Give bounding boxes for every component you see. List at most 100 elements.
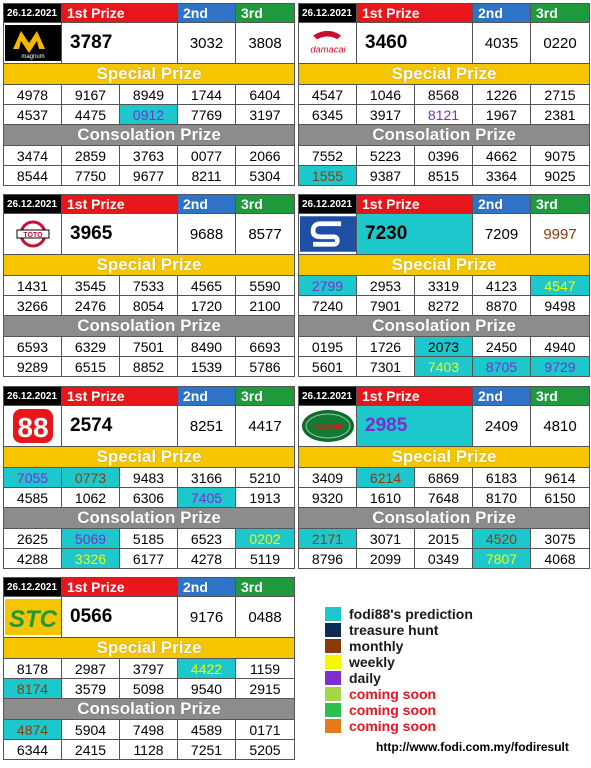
special-prize-number: 9614 — [530, 467, 590, 488]
sabah88-logo: 88 — [3, 405, 62, 447]
special-prize-number: 6404 — [235, 84, 295, 105]
consolation-prize-number: 4288 — [3, 548, 62, 569]
special-prize-number: 4422 — [177, 658, 236, 679]
special-prize-number: 7648 — [414, 487, 473, 508]
cashsweep-logo: CASH — [298, 405, 357, 447]
special-prize-number: 8121 — [414, 104, 473, 125]
result-table: 26.12.2021 1st Prize 2nd 3rd damacai 3460 4035… — [298, 3, 590, 186]
result-table: 26.12.2021 1st Prize 2nd 3rd 7230 7209 9997 Spe… — [298, 194, 590, 377]
second-prize-header: 2nd — [177, 577, 236, 597]
special-prize-number: 4585 — [3, 487, 62, 508]
special-prize-number: 7055 — [3, 467, 62, 488]
legend-label: coming soon — [349, 702, 437, 718]
second-prize-number: 7209 — [472, 213, 531, 255]
third-prize-header: 3rd — [530, 386, 590, 406]
special-prize-number: 2799 — [298, 275, 357, 296]
consolation-prize-number: 6523 — [177, 528, 236, 549]
special-prize-number: 1967 — [472, 104, 531, 125]
consolation-prize-number: 1539 — [177, 356, 236, 377]
second-prize-number: 9688 — [177, 213, 236, 255]
legend-item: coming soon — [325, 702, 473, 718]
consolation-prize-number: 4940 — [530, 336, 590, 357]
result-table: 26.12.2021 1st Prize 2nd 3rd 88 2574 8251 4417 S… — [3, 386, 295, 569]
special-prize-number: 3409 — [298, 467, 357, 488]
draw-date: 26.12.2021 — [3, 577, 62, 597]
consolation-prize-number: 0171 — [235, 719, 295, 740]
svg-text:TOTO: TOTO — [23, 232, 43, 239]
special-prize-number: 1720 — [177, 295, 236, 316]
legend-swatch — [325, 623, 341, 637]
consolation-prize-number: 9729 — [530, 356, 590, 377]
panel-sabah88: 26.12.2021 1st Prize 2nd 3rd 88 2574 8251 4417 S… — [3, 386, 295, 574]
consolation-prize-number: 6344 — [3, 739, 62, 760]
special-prize-number: 8170 — [472, 487, 531, 508]
special-prize-number: 5098 — [119, 678, 178, 699]
consolation-prize-number: 6515 — [61, 356, 120, 377]
special-prize-number: 8870 — [472, 295, 531, 316]
consolation-prize-number: 8705 — [472, 356, 531, 377]
consolation-prize-number: 4068 — [530, 548, 590, 569]
consolation-prize-number: 8852 — [119, 356, 178, 377]
special-prize-number: 0773 — [61, 467, 120, 488]
special-prize-number: 7240 — [298, 295, 357, 316]
third-prize-number: 4810 — [530, 405, 590, 447]
first-prize-number: 7230 — [356, 213, 473, 255]
consolation-prize-number: 9677 — [119, 165, 178, 186]
first-prize-header: 1st Prize — [356, 194, 473, 214]
special-prize-number: 8174 — [3, 678, 62, 699]
consolation-prize-number: 2415 — [61, 739, 120, 760]
consolation-prize-number: 5904 — [61, 719, 120, 740]
first-prize-number: 3787 — [61, 22, 178, 64]
consolation-prize-number: 5223 — [356, 145, 415, 166]
legend-item: daily — [325, 670, 473, 686]
consolation-prize-number: 0195 — [298, 336, 357, 357]
legend-swatch — [325, 703, 341, 717]
second-prize-header: 2nd — [472, 386, 531, 406]
legend-label: daily — [349, 670, 381, 686]
consolation-prize-number: 8796 — [298, 548, 357, 569]
draw-date: 26.12.2021 — [3, 194, 62, 214]
panel-cashsweep: 26.12.2021 1st Prize 2nd 3rd CASH 2985 2409 481… — [298, 386, 590, 574]
special-prize-number: 2915 — [235, 678, 295, 699]
consolation-prize-number: 3364 — [472, 165, 531, 186]
special-prize-number: 1046 — [356, 84, 415, 105]
first-prize-number: 0566 — [61, 596, 178, 638]
special-prize-header: Special Prize — [298, 254, 590, 276]
source-url[interactable]: http://www.fodi.com.my/fodiresult — [376, 740, 569, 754]
first-prize-number: 3965 — [61, 213, 178, 255]
special-prize-header: Special Prize — [298, 63, 590, 85]
consolation-prize-number: 4589 — [177, 719, 236, 740]
consolation-prize-number: 5304 — [235, 165, 295, 186]
special-prize-number: 4537 — [3, 104, 62, 125]
special-prize-number: 3917 — [356, 104, 415, 125]
consolation-prize-number: 7750 — [61, 165, 120, 186]
consolation-prize-number: 1726 — [356, 336, 415, 357]
consolation-prize-number: 3474 — [3, 145, 62, 166]
svg-text:CASH: CASH — [313, 422, 341, 433]
special-prize-number: 9320 — [298, 487, 357, 508]
consolation-prize-number: 2015 — [414, 528, 473, 549]
special-prize-number: 9483 — [119, 467, 178, 488]
consolation-prize-number: 5786 — [235, 356, 295, 377]
singapore-logo — [298, 213, 357, 255]
second-prize-number: 2409 — [472, 405, 531, 447]
special-prize-number: 6306 — [119, 487, 178, 508]
legend-item: monthly — [325, 638, 473, 654]
second-prize-header: 2nd — [177, 3, 236, 23]
first-prize-header: 1st Prize — [356, 386, 473, 406]
special-prize-number: 1431 — [3, 275, 62, 296]
third-prize-header: 3rd — [235, 194, 295, 214]
special-prize-number: 4978 — [3, 84, 62, 105]
special-prize-number: 7405 — [177, 487, 236, 508]
legend-swatch — [325, 687, 341, 701]
legend-swatch — [325, 655, 341, 669]
special-prize-number: 2715 — [530, 84, 590, 105]
special-prize-number: 5590 — [235, 275, 295, 296]
first-prize-number: 2985 — [356, 405, 473, 447]
svg-text:magnum: magnum — [21, 54, 44, 60]
consolation-prize-number: 2073 — [414, 336, 473, 357]
legend-label: weekly — [349, 654, 395, 670]
consolation-prize-number: 5069 — [61, 528, 120, 549]
panel-damacai: 26.12.2021 1st Prize 2nd 3rd damacai 3460 4035… — [298, 3, 590, 191]
consolation-prize-number: 2099 — [356, 548, 415, 569]
